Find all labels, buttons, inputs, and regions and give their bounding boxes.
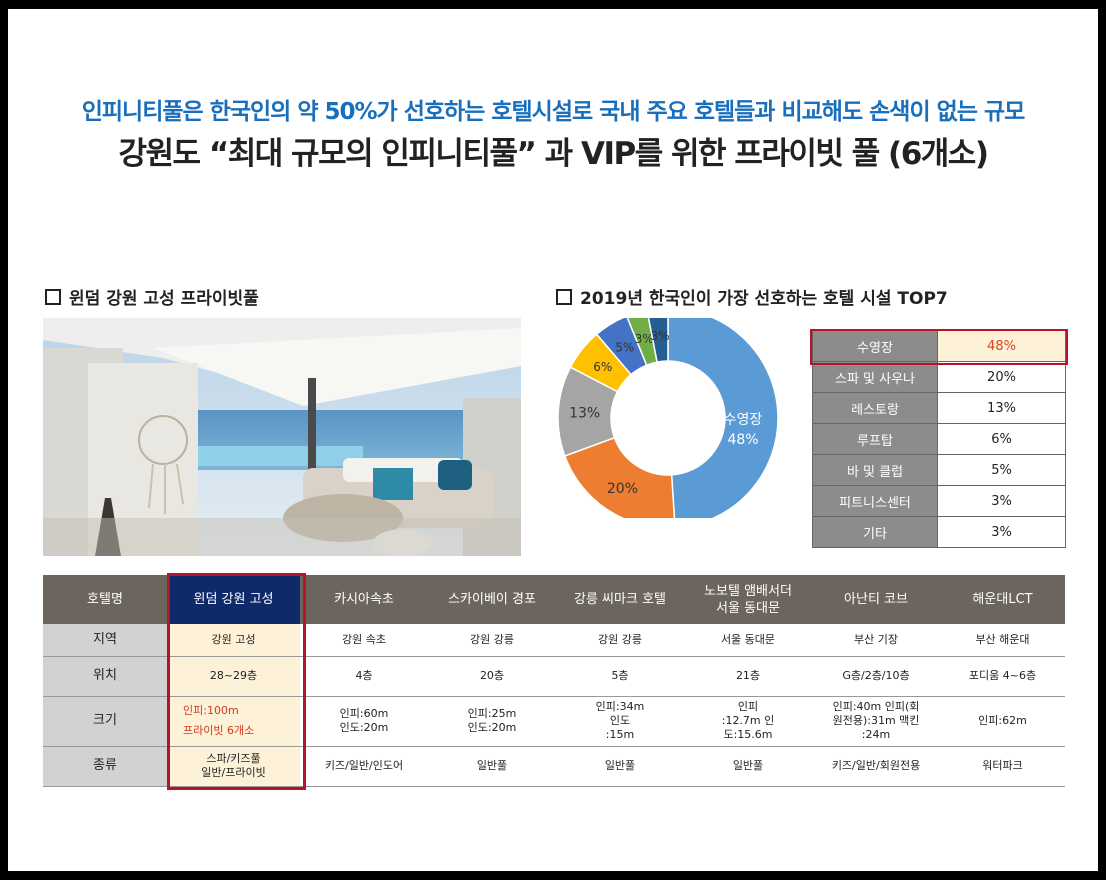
column-header-hotel: 카시아속초 bbox=[300, 575, 428, 624]
column-header-hotel: 노보텔 앰배서더 서울 동대문 bbox=[684, 575, 812, 624]
donut-slice-1 bbox=[667, 318, 779, 518]
donut-slice-label-5: 5% bbox=[615, 341, 634, 355]
comparison-cell: 일반풀 bbox=[428, 746, 556, 787]
ranking-percent: 20% bbox=[937, 361, 1066, 393]
comparison-cell: 인피:34m 인도:15m bbox=[556, 696, 684, 747]
comparison-cell: 강원 속초 bbox=[300, 624, 428, 657]
comparison-cell: 인피:25m 인도:20m bbox=[428, 696, 556, 747]
comparison-cell: 스파/키즈풀 일반/프라이빗 bbox=[167, 746, 300, 787]
donut-slice-label-2: 20% bbox=[607, 481, 638, 497]
section-title-text: 2019년 한국인이 가장 선호하는 호텔 시설 TOP7 bbox=[580, 289, 948, 309]
headline-title: 강원도 “최대 규모의 인피니티풀” 과 VIP를 위한 프라이빗 풀 (6개소… bbox=[118, 136, 989, 172]
ranking-row: 스파 및 사우나 20% bbox=[812, 361, 1066, 393]
ranking-percent: 3% bbox=[937, 485, 1066, 517]
row-header: 위치 bbox=[43, 656, 167, 697]
comparison-row-type: 종류 스파/키즈풀 일반/프라이빗 키즈/일반/인도어 일반풀 일반풀 일반풀 키즈/일반/회… bbox=[43, 746, 1065, 787]
column-header-hotel: 강릉 씨마크 호텔 bbox=[556, 575, 684, 624]
comparison-cell: 강원 강릉 bbox=[556, 624, 684, 657]
comparison-cell: 인피:100m 프라이빗 6개소 bbox=[167, 696, 300, 747]
donut-slice-2 bbox=[563, 436, 676, 518]
comparison-cell: 인피:60m 인도:20m bbox=[300, 696, 428, 747]
donut-slice-label-1-value: 48% bbox=[727, 432, 758, 448]
facility-ranking-table: 수영장 48% 스파 및 사우나 20% 레스토랑 13% 루프탑 6% 바 및 클럽 5% 피트니… bbox=[812, 330, 1066, 548]
ranking-row: 바 및 클럽 5% bbox=[812, 454, 1066, 486]
ranking-facility: 스파 및 사우나 bbox=[812, 361, 938, 393]
ranking-percent: 3% bbox=[937, 516, 1066, 548]
comparison-cell: 인피:62m bbox=[940, 696, 1065, 747]
donut-slice-label-3: 13% bbox=[569, 406, 600, 422]
donut-slice-label-6: 3% bbox=[635, 332, 654, 346]
comparison-cell: 서울 동대문 bbox=[684, 624, 812, 657]
comparison-row-region: 지역 강원 고성 강원 속초 강원 강릉 강원 강릉 서울 동대문 부산 기장 부산 해운대 bbox=[43, 624, 1065, 657]
comparison-cell: 워터파크 bbox=[940, 746, 1065, 787]
comparison-cell: 4층 bbox=[300, 656, 428, 697]
donut-slice-label-7: 3% bbox=[650, 329, 669, 343]
column-header-hotel: 해운대LCT bbox=[940, 575, 1065, 624]
comparison-cell: 인피:12.7m 인 도:15.6m bbox=[684, 696, 812, 747]
ranking-facility: 루프탑 bbox=[812, 423, 938, 455]
ranking-percent: 48% bbox=[937, 330, 1066, 362]
column-header-hotel: 스카이베이 경포 bbox=[428, 575, 556, 624]
row-header: 지역 bbox=[43, 624, 167, 657]
ranking-row: 루프탑 6% bbox=[812, 423, 1066, 455]
comparison-cell: 21층 bbox=[684, 656, 812, 697]
comparison-row-size: 크기 인피:100m 프라이빗 6개소 인피:60m 인도:20m 인피:25m 인도:20… bbox=[43, 696, 1065, 747]
comparison-cell: 부산 기장 bbox=[812, 624, 940, 657]
hotel-comparison-table: 호텔명 윈덤 강원 고성 카시아속초 스카이베이 경포 강릉 씨마크 호텔 노보텔 앰배서… bbox=[43, 575, 1065, 787]
comparison-cell: 키즈/일반/인도어 bbox=[300, 746, 428, 787]
donut-slice-label-1-name: 수영장 bbox=[724, 412, 763, 428]
ranking-facility: 피트니스센터 bbox=[812, 485, 938, 517]
comparison-cell: 키즈/일반/회원전용 bbox=[812, 746, 940, 787]
ranking-percent: 6% bbox=[937, 423, 1066, 455]
highlight-box-wyndham bbox=[167, 573, 306, 790]
comparison-cell: 인피:40m 인피(회 원전용):31m 맥킨:24m bbox=[812, 696, 940, 747]
donut-slice-7 bbox=[647, 318, 669, 363]
ranking-facility: 기타 bbox=[812, 516, 938, 548]
comparison-cell: 강원 고성 bbox=[167, 624, 300, 657]
comparison-cell: G층/2층/10층 bbox=[812, 656, 940, 697]
column-header-hotel-name: 호텔명 bbox=[43, 575, 167, 624]
checkbox-square-icon bbox=[45, 289, 61, 305]
ranking-facility: 바 및 클럽 bbox=[812, 454, 938, 486]
ranking-row: 피트니스센터 3% bbox=[812, 485, 1066, 517]
headline-subtitle: 인피니티풀은 한국인의 약 50%가 선호하는 호텔시설로 국내 주요 호텔들과… bbox=[81, 99, 1026, 125]
comparison-cell: 부산 해운대 bbox=[940, 624, 1065, 657]
comparison-row-floor: 위치 28~29층 4층 20층 5층 21층 G층/2층/10층 포디움 4~6층 bbox=[43, 656, 1065, 697]
ranking-percent: 13% bbox=[937, 392, 1066, 424]
comparison-cell: 강원 강릉 bbox=[428, 624, 556, 657]
row-header: 크기 bbox=[43, 696, 167, 747]
section-title-top7: 2019년 한국인이 가장 선호하는 호텔 시설 TOP7 bbox=[556, 284, 948, 309]
row-header: 종류 bbox=[43, 746, 167, 787]
section-title-private-pool: 윈덤 강원 고성 프라이빗풀 bbox=[45, 284, 259, 309]
highlight-box-top-facility bbox=[810, 329, 1068, 365]
column-header-hotel: 아난티 코브 bbox=[812, 575, 940, 624]
comparison-cell: 포디움 4~6층 bbox=[940, 656, 1065, 697]
comparison-cell: 5층 bbox=[556, 656, 684, 697]
ranking-row: 기타 3% bbox=[812, 516, 1066, 548]
ranking-row: 수영장 48% bbox=[812, 330, 1066, 362]
ranking-facility: 레스토랑 bbox=[812, 392, 938, 424]
comparison-cell: 20층 bbox=[428, 656, 556, 697]
ranking-percent: 5% bbox=[937, 454, 1066, 486]
private-pool-photo bbox=[43, 318, 521, 556]
section-title-text: 윈덤 강원 고성 프라이빗풀 bbox=[69, 289, 259, 309]
comparison-cell: 일반풀 bbox=[556, 746, 684, 787]
comparison-cell: 28~29층 bbox=[167, 656, 300, 697]
ranking-row: 레스토랑 13% bbox=[812, 392, 1066, 424]
comparison-cell: 일반풀 bbox=[684, 746, 812, 787]
column-header-hotel: 윈덤 강원 고성 bbox=[167, 575, 300, 624]
donut-slice-label-4: 6% bbox=[593, 360, 612, 374]
checkbox-square-icon bbox=[556, 289, 572, 305]
